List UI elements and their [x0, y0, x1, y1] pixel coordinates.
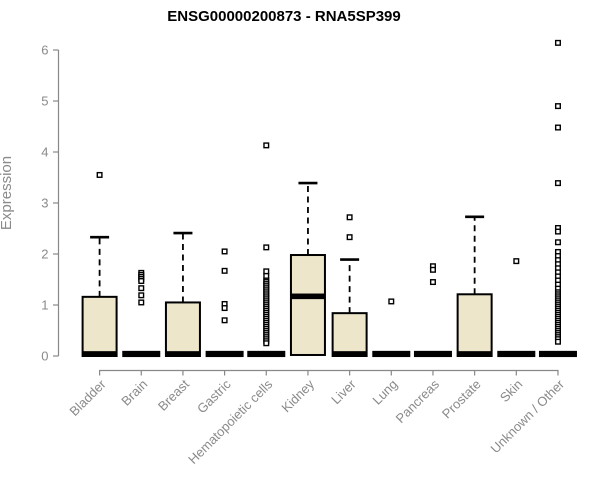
outlier-point [96, 171, 103, 178]
outlier-point [554, 103, 561, 110]
outlier-point [221, 248, 228, 255]
y-tick-label: 6 [41, 43, 48, 58]
outlier-point [346, 214, 353, 221]
x-category-label-liver: Liver [328, 376, 359, 407]
box-group-bladder [81, 171, 118, 357]
outlier-point [138, 299, 145, 306]
box-group-prostate [456, 215, 493, 358]
box [81, 295, 118, 357]
y-tick-label: 2 [41, 247, 48, 262]
median-line [457, 351, 492, 357]
outlier-point [429, 279, 436, 286]
x-category-label-gastric: Gastric [194, 376, 234, 416]
box-group-unknown-other [538, 39, 577, 358]
chart-title: ENSG00000200873 - RNA5SP399 [167, 8, 400, 25]
x-category-label-skin: Skin [497, 377, 525, 405]
x-category-label-bladder: Bladder [66, 376, 109, 419]
median-line [247, 350, 286, 358]
outlier-point [138, 278, 145, 285]
outlier-point [388, 298, 395, 305]
box [164, 301, 201, 358]
y-tick-label: 5 [41, 94, 48, 109]
outlier-point [513, 258, 520, 265]
y-tick-label: 4 [41, 145, 48, 160]
x-category-label-lung: Lung [369, 377, 400, 408]
box-group-pancreas [413, 263, 452, 358]
box-group-kidney [289, 181, 326, 356]
box [289, 254, 326, 356]
box-group-lung [372, 298, 411, 358]
x-category-label-brain: Brain [118, 377, 150, 409]
box [456, 293, 493, 358]
box-group-hematopoietic-cells [247, 142, 286, 358]
box-group-skin [497, 258, 536, 358]
x-category-label-breast: Breast [155, 376, 192, 413]
median-line [82, 351, 117, 357]
outlier-point [346, 234, 353, 241]
box-group-brain [122, 269, 161, 358]
outlier-point [138, 285, 145, 292]
outlier-point [263, 142, 270, 149]
x-category-label-prostate: Prostate [439, 377, 484, 422]
median-line [205, 350, 244, 358]
median-line [122, 350, 161, 358]
outlier-point [554, 124, 561, 131]
outlier-point [263, 244, 270, 251]
median-line [165, 351, 200, 357]
outlier-point [221, 317, 228, 324]
y-tick-label: 3 [41, 196, 48, 211]
median-line [372, 350, 411, 358]
box-group-liver [331, 214, 368, 358]
median-line [332, 351, 367, 357]
median-line [413, 350, 452, 358]
x-category-label-kidney: Kidney [278, 376, 317, 415]
box-group-breast [164, 231, 201, 358]
outlier-point [221, 305, 228, 312]
outlier-point [429, 266, 436, 273]
outlier-point [554, 239, 561, 246]
median-line [497, 350, 536, 358]
outlier-point [554, 338, 561, 345]
outlier-point [221, 267, 228, 274]
y-axis-label: Expression [0, 156, 15, 230]
box [331, 312, 368, 358]
y-tick-label: 0 [41, 349, 48, 364]
outlier-point [263, 340, 270, 347]
outlier-point [554, 228, 561, 235]
y-tick-label: 1 [41, 298, 48, 313]
outlier-point [138, 292, 145, 299]
outlier-point [554, 180, 561, 187]
outlier-point [554, 39, 561, 46]
box-group-gastric [205, 248, 244, 358]
median-line [290, 293, 325, 300]
x-category-label-pancreas: Pancreas [393, 376, 443, 426]
x-category-label-unknown-other: Unknown / Other [488, 376, 568, 456]
median-line [538, 350, 577, 358]
